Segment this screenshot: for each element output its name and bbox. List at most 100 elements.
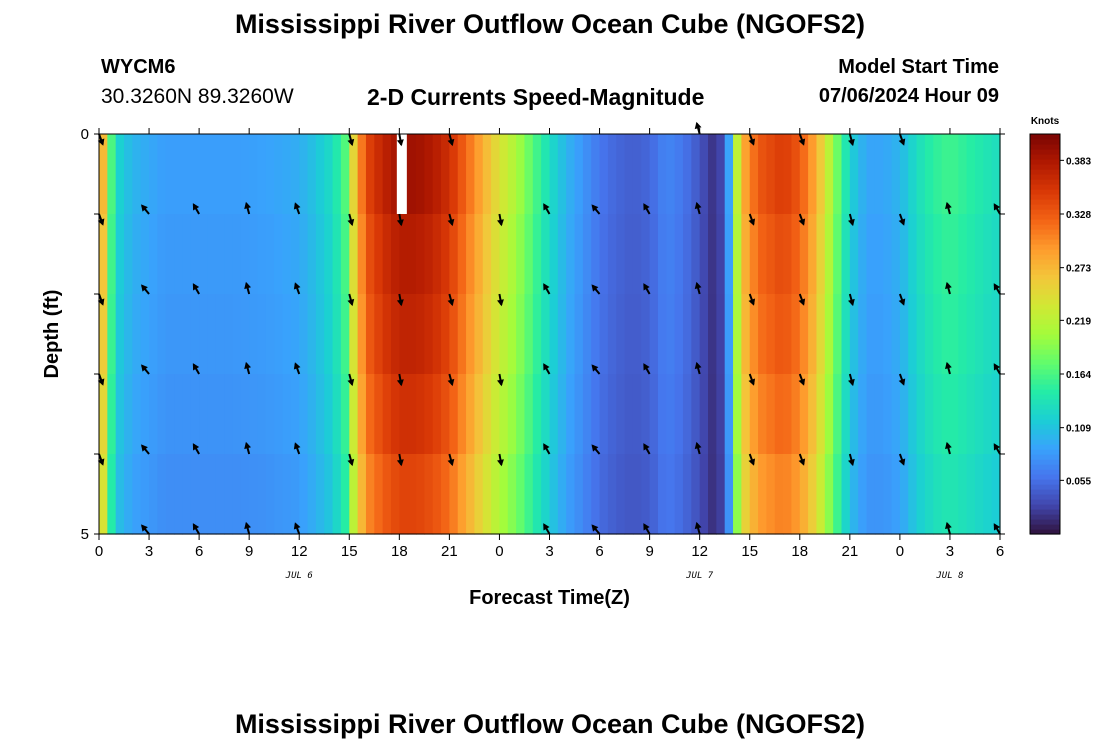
- heat-cell: [190, 374, 200, 455]
- colorbar-segment: [1030, 254, 1060, 260]
- x-tick-label: 0: [95, 543, 103, 560]
- heat-cell: [991, 294, 1001, 375]
- heat-cell: [566, 294, 576, 375]
- heat-cell: [340, 454, 350, 535]
- heat-cell: [307, 214, 317, 295]
- heat-cell: [140, 294, 150, 375]
- heat-cell: [107, 294, 117, 375]
- heat-cell: [858, 214, 868, 295]
- current-vector-arrow: [97, 293, 105, 306]
- heat-cell: [449, 294, 459, 375]
- current-vector-arrow: [141, 444, 150, 455]
- current-vector-arrow: [347, 213, 355, 227]
- heat-cell: [474, 374, 484, 455]
- heat-cell: [574, 134, 584, 215]
- colorbar-segment: [1030, 494, 1060, 500]
- colorbar-segment: [1030, 274, 1060, 280]
- heat-cell: [632, 294, 642, 375]
- heat-cell: [157, 374, 167, 455]
- heat-cell: [749, 134, 759, 215]
- missing-data-cell: [396, 134, 407, 214]
- heat-cell: [666, 134, 676, 215]
- colorbar-tick-label: 0.383: [1066, 156, 1091, 167]
- heat-cell: [758, 374, 768, 455]
- colorbar-segment: [1030, 499, 1060, 505]
- heat-cell: [699, 214, 709, 295]
- heat-cell: [741, 134, 751, 215]
- x-tick-label: 6: [595, 543, 603, 560]
- current-vector-arrow: [141, 364, 150, 375]
- current-vector-arrow: [497, 213, 504, 227]
- heat-cell: [699, 134, 709, 215]
- current-vector-arrow: [993, 203, 1001, 215]
- heat-cell: [958, 454, 968, 535]
- heat-cell: [224, 134, 234, 215]
- heat-cell: [691, 454, 701, 535]
- colorbar-segment: [1030, 219, 1060, 225]
- heat-cell: [891, 134, 901, 215]
- current-vector-arrow: [97, 133, 105, 146]
- heat-cell: [708, 374, 717, 455]
- heat-cell: [766, 374, 776, 455]
- heat-cell: [149, 374, 158, 455]
- heat-cell: [657, 294, 667, 375]
- heat-cell: [399, 374, 409, 455]
- current-vector-arrow: [643, 203, 651, 215]
- heat-cell: [174, 214, 184, 295]
- heat-cell: [107, 134, 117, 215]
- heat-cell: [182, 294, 192, 375]
- x-tick-label: 6: [195, 543, 203, 560]
- heat-cell: [132, 454, 142, 535]
- heat-cell: [407, 454, 417, 535]
- heat-cell: [616, 374, 626, 455]
- heat-cell: [132, 294, 142, 375]
- heat-cell: [899, 374, 909, 455]
- heat-cell: [132, 214, 142, 295]
- heat-cell: [974, 214, 984, 295]
- current-vector-arrow: [694, 361, 702, 375]
- heat-cell: [983, 214, 993, 295]
- colorbar-segment: [1030, 194, 1060, 200]
- x-tick-label: 18: [791, 543, 808, 560]
- heat-cell: [541, 294, 551, 375]
- heat-cell: [532, 134, 542, 215]
- heat-cell: [574, 454, 584, 535]
- heat-cell: [899, 454, 909, 535]
- heat-cell: [516, 374, 526, 455]
- heat-cell: [374, 454, 384, 535]
- heat-cell: [883, 214, 893, 295]
- heat-cell: [324, 134, 334, 215]
- heat-cell: [908, 294, 918, 375]
- heat-cell: [691, 214, 701, 295]
- colorbar-segment: [1030, 209, 1060, 215]
- heat-cell: [691, 134, 701, 215]
- heat-cell: [766, 134, 776, 215]
- heat-cell: [240, 374, 250, 455]
- heat-cell: [507, 454, 517, 535]
- colorbar-segment: [1030, 214, 1060, 220]
- heat-cell: [916, 134, 926, 215]
- current-vector-arrow: [993, 283, 1001, 295]
- heat-cell: [816, 374, 826, 455]
- heat-cell: [474, 134, 484, 215]
- heat-cell: [549, 294, 559, 375]
- heat-cell: [699, 374, 709, 455]
- current-vector-arrow: [643, 523, 651, 535]
- colorbar-segment: [1030, 319, 1060, 325]
- heat-cell: [949, 214, 959, 295]
- heat-cell: [933, 294, 943, 375]
- heat-cell: [257, 374, 267, 455]
- heat-cell: [315, 134, 325, 215]
- heat-cell: [808, 214, 818, 295]
- colorbar-segment: [1030, 369, 1060, 375]
- heat-cell: [424, 374, 434, 455]
- heat-cell: [716, 294, 726, 375]
- heat-cell: [607, 214, 617, 295]
- heat-cell: [624, 134, 634, 215]
- heat-cell: [215, 294, 225, 375]
- colorbar-segment: [1030, 234, 1060, 240]
- heat-cell: [966, 454, 976, 535]
- heat-cell: [649, 134, 659, 215]
- current-vector-arrow: [748, 293, 756, 306]
- heat-cell: [115, 454, 125, 535]
